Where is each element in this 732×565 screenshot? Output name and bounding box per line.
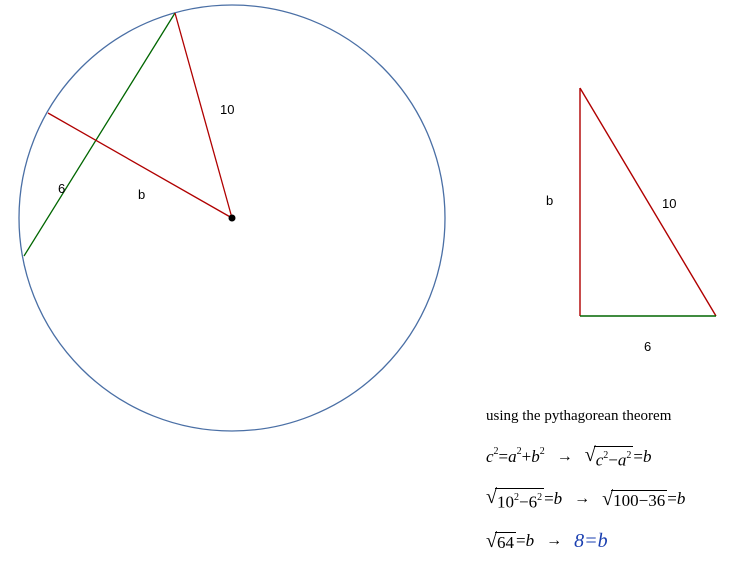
radius-label: 10 — [220, 102, 234, 117]
math-heading: using the pythagorean theorem — [486, 408, 685, 425]
eq2-right-radicand: 100−36 — [611, 490, 667, 511]
eq3-left-tail: =b — [516, 531, 534, 551]
arrow-icon: → — [574, 490, 590, 508]
eq3-left-radicand: 64 — [495, 532, 516, 553]
math-line-2: √102−62 =b → √100−36 =b — [486, 481, 685, 517]
eq1-right-tail: =b — [633, 447, 651, 467]
math-derivation: using the pythagorean theorem c2=a2+b2 →… — [486, 408, 685, 559]
math-line-3: √64 =b → 8=b — [486, 523, 685, 559]
arrow-icon: → — [557, 448, 573, 466]
sqrt-icon: √100−36 — [602, 489, 667, 510]
bisector-label: b — [138, 187, 145, 202]
final-answer: 8=b — [574, 530, 608, 553]
sqrt-icon: √102−62 — [486, 487, 544, 512]
sqrt-icon: √c2−a2 — [585, 445, 634, 470]
eq2-left-radicand: 102−62 — [495, 488, 544, 513]
sqrt-icon: √64 — [486, 531, 516, 552]
diagram-stage: 10 b 6 b 10 6 using the pythagorean theo… — [0, 0, 732, 565]
tri-hyp-label: 10 — [662, 196, 676, 211]
math-line-1: c2=a2+b2 → √c2−a2 =b — [486, 439, 685, 475]
halfchord-label: 6 — [58, 181, 65, 196]
tri-base-label: 6 — [644, 339, 651, 354]
eq2-left-tail: =b — [544, 489, 562, 509]
eq1-radicand: c2−a2 — [594, 446, 634, 471]
arrow-icon: → — [546, 532, 562, 550]
eq1-left: c2=a2+b2 — [486, 447, 545, 467]
eq2-right-tail: =b — [667, 489, 685, 509]
tri-vert-label: b — [546, 193, 553, 208]
